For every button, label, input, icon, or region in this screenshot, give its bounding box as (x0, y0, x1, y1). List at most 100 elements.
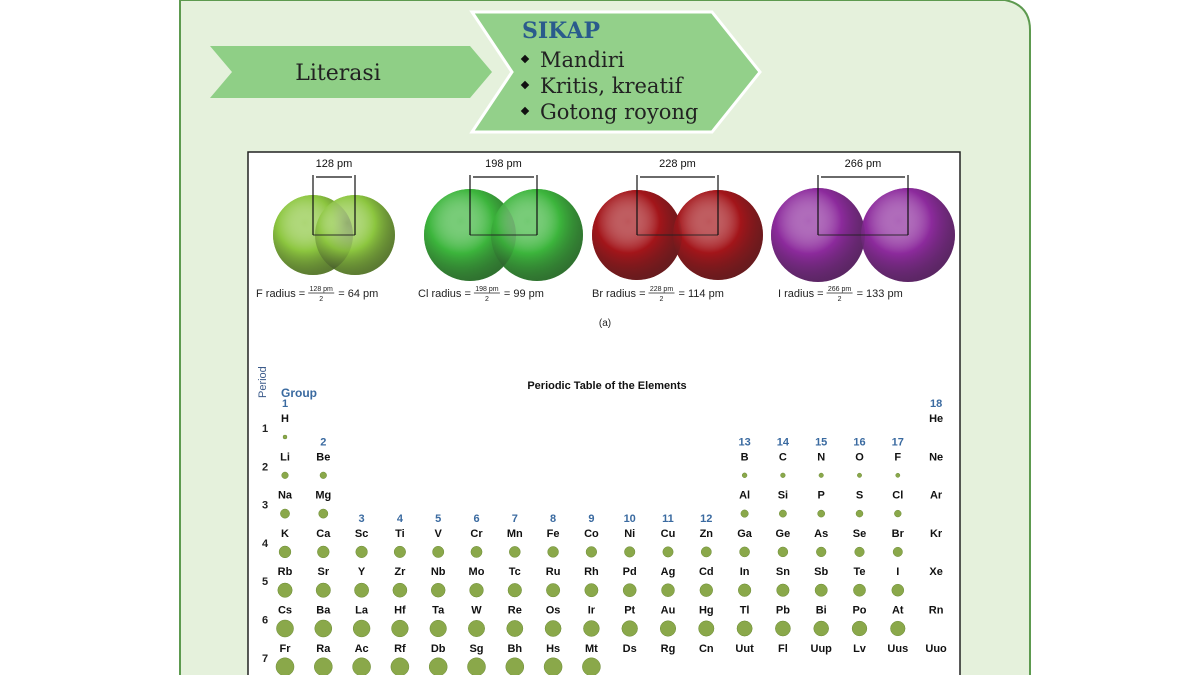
atom-dot (776, 583, 790, 597)
element-symbol: Fr (280, 643, 292, 655)
atom-dot (777, 546, 789, 558)
element-symbol: Li (280, 451, 290, 463)
element-symbol: I (896, 566, 899, 578)
atom-dot (816, 546, 827, 558)
atom-dot (275, 657, 295, 675)
element-symbol: Ru (546, 566, 561, 578)
atom-dot (429, 619, 447, 638)
group-number: 16 (853, 436, 865, 448)
atom-dot (857, 472, 862, 478)
element-symbol: W (471, 605, 482, 617)
radius-result: = 114 pm (679, 288, 724, 300)
atom-dot (582, 657, 601, 675)
sikap-item: Mandiri (540, 48, 625, 72)
group-number: 9 (588, 513, 594, 525)
element-symbol: Se (853, 528, 866, 540)
element-symbol: Rf (394, 643, 406, 655)
group-number: 4 (397, 513, 404, 525)
period-number: 2 (262, 461, 268, 473)
element-symbol: Na (278, 490, 293, 502)
atom-dot (317, 545, 330, 559)
element-symbol: Ra (316, 643, 331, 655)
denominator: 2 (660, 296, 664, 303)
element-symbol: Os (546, 605, 561, 617)
radius-label: Br radius = (592, 288, 646, 300)
atom-dot (741, 472, 748, 478)
element-symbol: Sn (776, 566, 790, 578)
element-symbol: At (892, 605, 904, 617)
group-number: 1 (282, 398, 288, 410)
element-symbol: Sc (355, 528, 368, 540)
atom-dot (281, 471, 289, 479)
element-symbol: Br (892, 528, 905, 540)
element-symbol: Au (661, 605, 676, 617)
numerator: 128 pm (310, 286, 334, 293)
element-symbol: Lv (853, 643, 867, 655)
atom-dot (890, 620, 906, 637)
element-symbol: He (929, 413, 943, 425)
atom-dot (892, 546, 903, 557)
group-number: 13 (738, 436, 750, 448)
numerator: 266 pm (828, 286, 852, 293)
element-symbol: Ne (929, 451, 943, 463)
atom-dot (698, 620, 715, 637)
atom-dot (314, 619, 333, 638)
element-symbol: Fl (778, 643, 788, 655)
atom-dot (583, 620, 600, 637)
atom-dot (662, 546, 674, 558)
element-symbol: Uut (735, 643, 754, 655)
element-symbol: Hf (394, 605, 406, 617)
element-symbol: Uus (887, 643, 908, 655)
atom-dot (624, 546, 636, 558)
element-symbol: In (740, 566, 750, 578)
denominator: 2 (838, 296, 842, 303)
element-symbol: Rn (929, 605, 944, 617)
element-symbol: Sr (317, 566, 329, 578)
atom-dot (469, 583, 484, 598)
atom-dot (506, 620, 524, 637)
atom-dot (352, 657, 371, 675)
element-symbol: Po (852, 605, 866, 617)
atom-dot (813, 620, 829, 637)
element-symbol: Xe (929, 566, 942, 578)
element-symbol: Cl (892, 490, 903, 502)
radius-label: F radius = (256, 288, 305, 300)
element-symbol: Cu (661, 528, 676, 540)
element-symbol: Al (739, 490, 750, 502)
element-symbol: Mn (507, 528, 523, 540)
atom-dot (661, 583, 675, 597)
atom-dot (315, 582, 331, 598)
atom-dot (390, 657, 410, 675)
radius-result: = 64 pm (338, 288, 378, 300)
element-symbol: Ds (623, 643, 637, 655)
element-symbol: Cr (470, 528, 483, 540)
group-number: 18 (930, 398, 942, 410)
element-symbol: Hg (699, 605, 714, 617)
group-number: 14 (777, 436, 790, 448)
element-symbol: Ba (316, 605, 331, 617)
atom-dot (391, 619, 409, 638)
arrow-right (469, 10, 762, 134)
element-symbol: Si (778, 490, 788, 502)
atom-dot (352, 619, 371, 638)
element-symbol: Rh (584, 566, 599, 578)
element-symbol: Y (358, 566, 366, 578)
atom-dot (854, 546, 865, 557)
atom-dot (736, 620, 753, 637)
atom-dot (432, 545, 445, 558)
atom-dot (319, 471, 327, 479)
period-label: Period (257, 366, 269, 398)
group-label: Group (281, 386, 317, 400)
element-symbol: Pt (624, 605, 635, 617)
period-number: 5 (262, 576, 268, 588)
atom-dot (818, 472, 824, 478)
element-symbol: Hs (546, 643, 560, 655)
bracket (469, 175, 538, 235)
element-symbol: Mo (469, 566, 485, 578)
element-symbol: Tl (740, 605, 750, 617)
literasi: Literasi (295, 61, 380, 86)
atom-dot (584, 583, 599, 598)
atom-dot (851, 620, 868, 637)
atom-dot (277, 582, 293, 598)
